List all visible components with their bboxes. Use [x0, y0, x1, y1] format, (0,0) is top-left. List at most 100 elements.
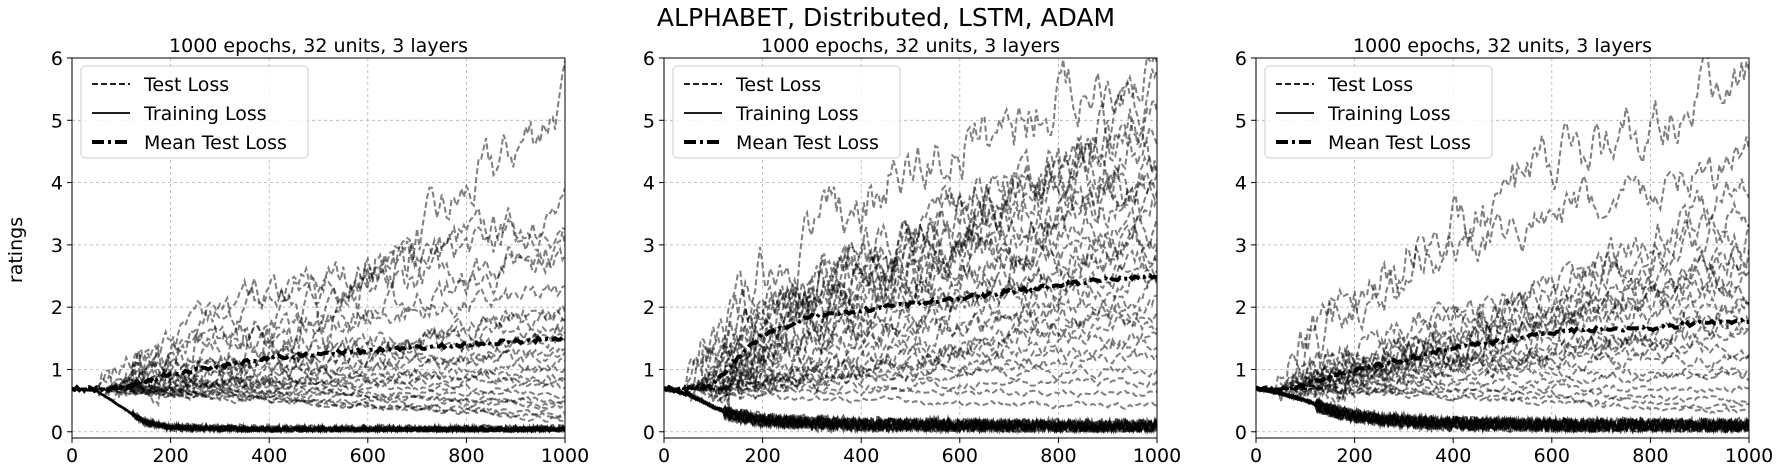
x-tick-label: 600 [1534, 445, 1570, 467]
test-loss-line [72, 281, 565, 390]
legend-label: Training Loss [735, 103, 859, 125]
test-loss-line [1256, 58, 1749, 390]
test-loss-line [1256, 381, 1749, 394]
y-tick-label: 4 [1235, 173, 1247, 195]
y-tick-label: 6 [51, 48, 63, 70]
legend-box [672, 65, 901, 159]
legend-label: Test Loss [1327, 74, 1413, 96]
y-tick-label: 4 [643, 173, 655, 195]
test-loss-line [664, 350, 1157, 393]
mean-test-loss-line [1256, 317, 1749, 393]
legend-label: Training Loss [143, 103, 267, 125]
x-tick-label: 1000 [541, 445, 589, 467]
panel-title: 1000 epochs, 32 units, 3 layers [1353, 35, 1652, 57]
test-loss-line [72, 386, 565, 411]
y-tick-label: 3 [643, 235, 655, 257]
x-tick-label: 0 [66, 445, 78, 467]
test-loss-line [664, 336, 1157, 395]
y-tick-label: 1 [643, 359, 655, 381]
x-tick-label: 0 [1250, 445, 1262, 467]
legend-label: Test Loss [735, 74, 821, 96]
test-loss-line [72, 387, 565, 420]
test-loss-line [1256, 369, 1749, 393]
x-tick-label: 800 [448, 445, 484, 467]
test-loss-line [664, 172, 1157, 390]
y-tick-label: 3 [51, 235, 63, 257]
y-tick-label: 6 [1235, 48, 1247, 70]
plot-area [1256, 58, 1749, 435]
test-loss-line [1256, 339, 1749, 393]
test-loss-line [664, 385, 1157, 399]
test-loss-line [1256, 260, 1749, 390]
legend: Test Loss Training Loss Mean Test Loss [672, 65, 901, 159]
test-loss-line [72, 187, 565, 398]
x-tick-label: 200 [1336, 445, 1372, 467]
y-tick-label: 4 [51, 173, 63, 195]
x-tick-label: 600 [942, 445, 978, 467]
panel-1: 0 200 400 600 800 1000 0 1 2 3 4 5 6 1000 epochs, 32 … [51, 35, 589, 467]
test-loss-line [664, 331, 1157, 393]
training-loss-line [1256, 387, 1749, 435]
x-tick-label: 1000 [1133, 445, 1181, 467]
test-loss-line [1256, 244, 1749, 402]
panel-3: 0 200 400 600 800 1000 0 1 2 3 4 5 6 1000 epochs, 32 … [1235, 35, 1773, 467]
test-loss-line [664, 182, 1157, 390]
x-tick-label: 400 [1435, 445, 1471, 467]
legend: Test Loss Training Loss Mean Test Loss [80, 65, 309, 159]
legend-label: Training Loss [1327, 103, 1451, 125]
test-loss-line [664, 294, 1157, 403]
x-tick-label: 400 [251, 445, 287, 467]
axes-frame [663, 57, 1158, 439]
test-loss-line [664, 222, 1157, 400]
test-loss-line [664, 387, 1157, 411]
legend-label: Mean Test Loss [144, 132, 287, 154]
test-loss-line [1256, 295, 1749, 405]
y-tick-label: 3 [1235, 235, 1247, 257]
training-loss-line [72, 387, 565, 433]
mean-test-loss-line [72, 335, 565, 394]
legend-label: Test Loss [143, 74, 229, 96]
y-tick-label: 0 [51, 422, 63, 444]
y-tick-label: 2 [51, 297, 63, 319]
legend-label: Mean Test Loss [1328, 132, 1471, 154]
legend-box [1264, 65, 1493, 159]
test-loss-line [664, 363, 1157, 394]
y-tick-label: 5 [643, 110, 655, 132]
test-loss-line [664, 313, 1157, 393]
test-loss-line [664, 116, 1157, 402]
x-tick-label: 200 [744, 445, 780, 467]
y-tick-label: 1 [51, 359, 63, 381]
test-loss-line [1256, 384, 1749, 416]
y-tick-label: 1 [1235, 359, 1247, 381]
x-tick-label: 400 [843, 445, 879, 467]
mean-test-loss-line [664, 273, 1157, 394]
legend-label: Mean Test Loss [736, 132, 879, 154]
test-loss-line [72, 375, 565, 393]
x-tick-label: 200 [152, 445, 188, 467]
test-loss-line [664, 223, 1157, 390]
x-tick-label: 800 [1632, 445, 1668, 467]
y-tick-label: 5 [51, 110, 63, 132]
y-tick-label: 0 [643, 422, 655, 444]
plot-area [72, 60, 565, 435]
test-loss-line [72, 386, 565, 406]
x-tick-label: 0 [658, 445, 670, 467]
legend-box [80, 65, 309, 159]
test-loss-line [1256, 280, 1749, 391]
y-tick-label: 0 [1235, 422, 1247, 444]
test-loss-line [72, 308, 565, 398]
test-loss-line [664, 195, 1157, 390]
plot-area [664, 58, 1157, 435]
x-tick-label: 800 [1040, 445, 1076, 467]
y-tick-label: 2 [1235, 297, 1247, 319]
suptitle: ALPHABET, Distributed, LSTM, ADAM [657, 3, 1115, 32]
test-loss-line [72, 384, 565, 423]
test-loss-line [664, 248, 1157, 406]
y-tick-label: 2 [643, 297, 655, 319]
test-loss-line [72, 384, 565, 418]
panel-2: 0 200 400 600 800 1000 0 1 2 3 4 5 6 1000 epochs, 32 … [643, 35, 1181, 467]
y-axis-label: ratings [5, 217, 27, 283]
test-loss-line [72, 60, 565, 408]
